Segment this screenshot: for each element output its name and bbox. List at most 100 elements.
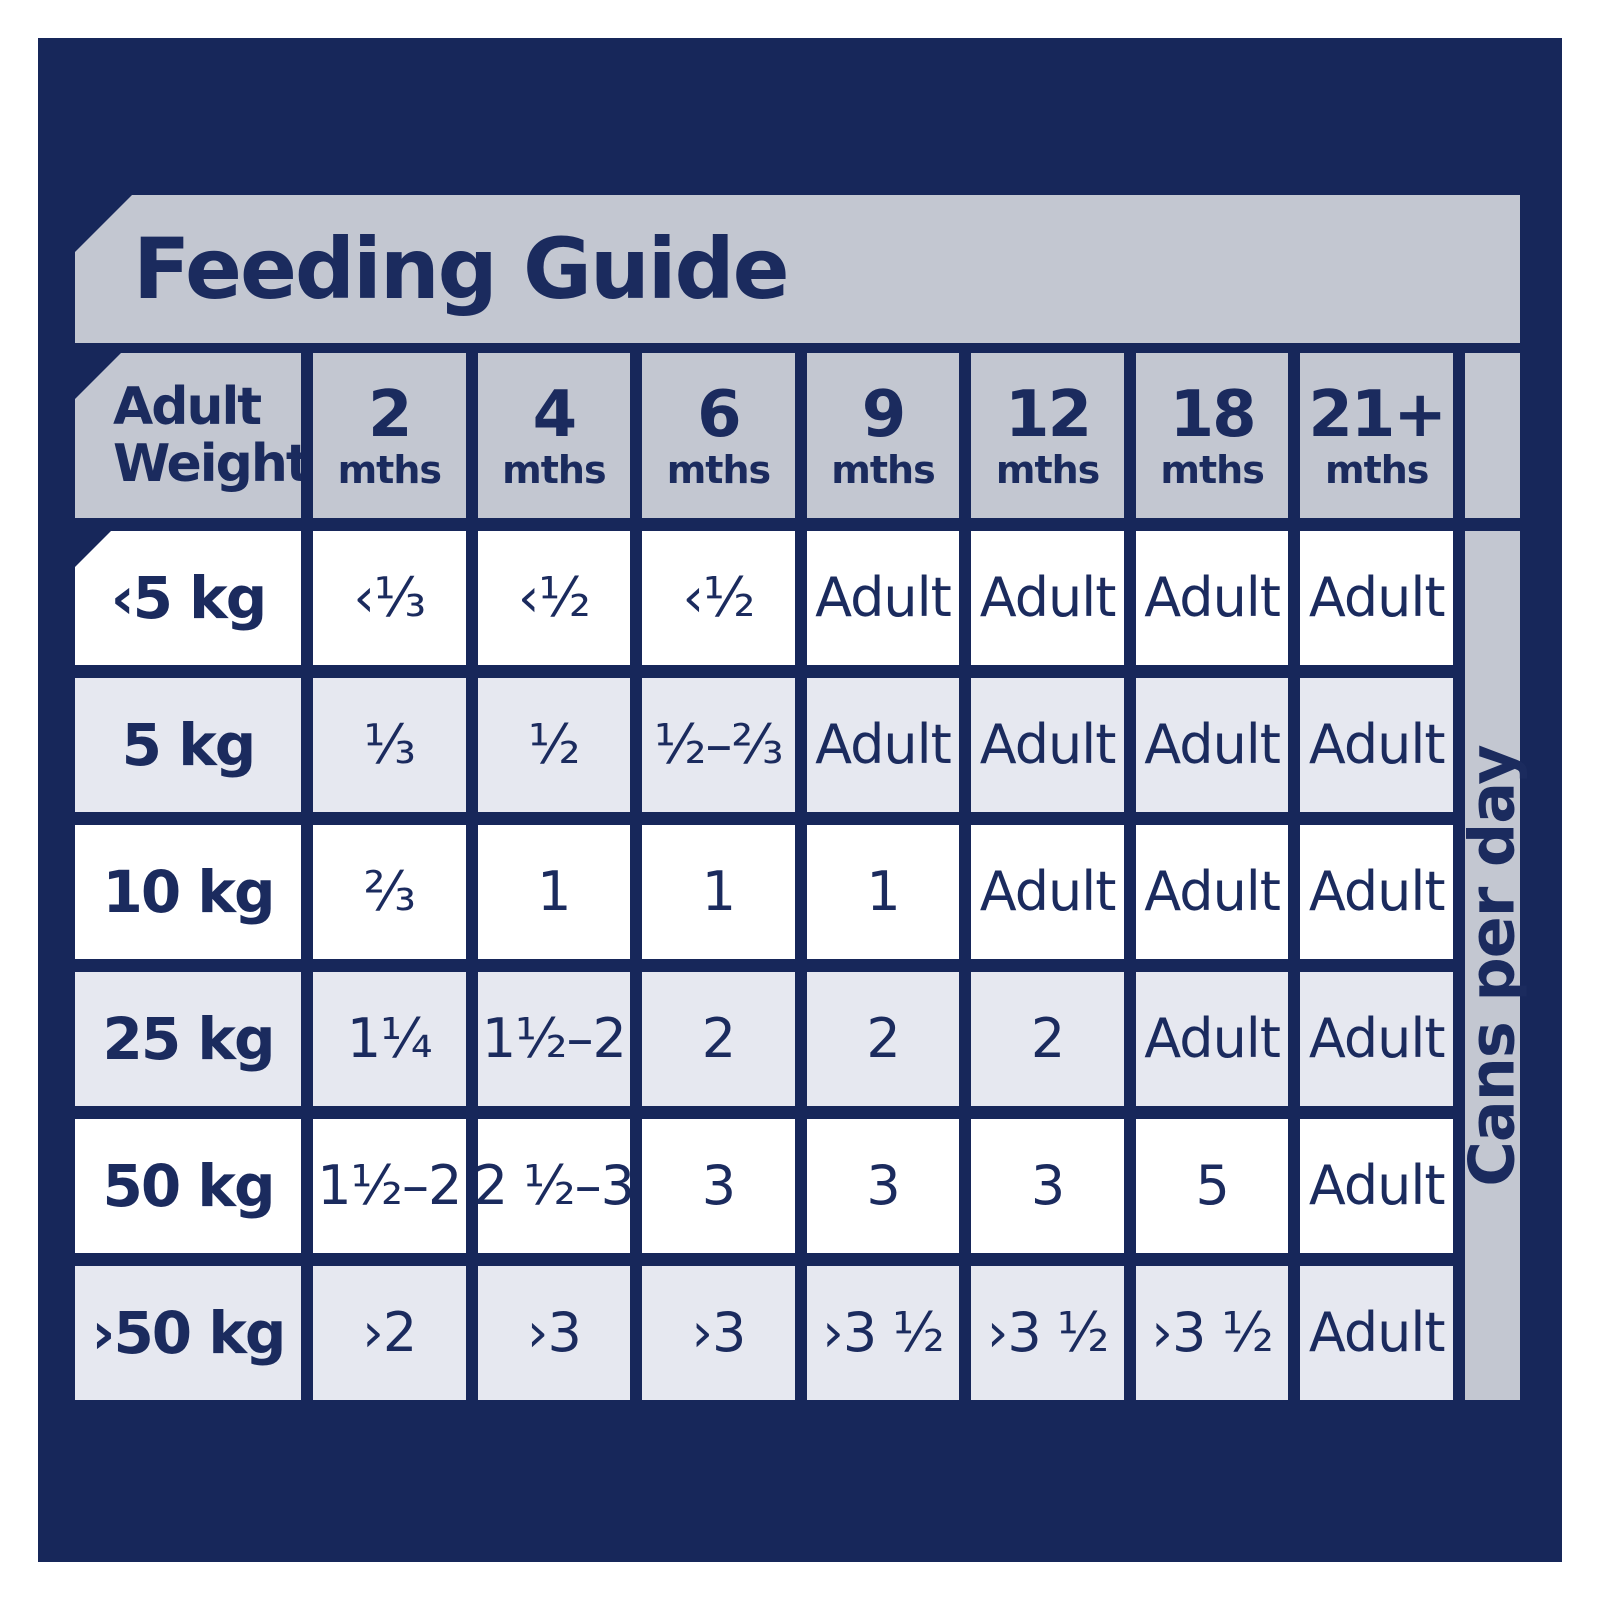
month-unit: mths [337, 447, 442, 492]
feeding-value: Adult [979, 860, 1117, 923]
feeding-value-cell: 2 [642, 972, 795, 1106]
column-header-adult-weight: Adult Weight [75, 353, 301, 518]
feeding-value-cell: 1½–2 [477, 972, 631, 1106]
feeding-value: 3 [701, 1154, 736, 1217]
feeding-value: ›3 ½ [1151, 1301, 1273, 1364]
feeding-value: Adult [815, 566, 952, 629]
feeding-value-cell: Adult [1135, 678, 1289, 812]
feeding-value-cell: Adult [971, 678, 1124, 812]
feeding-value-cell: 3 [806, 1119, 960, 1253]
month-number: 12 [1005, 377, 1092, 452]
weight-label: 50 kg [102, 1152, 276, 1220]
feeding-value-cell: ‹⅓ [313, 531, 466, 665]
feeding-value-cell: ‹½ [642, 531, 795, 665]
feeding-value-cell: ⅔ [313, 825, 466, 959]
feeding-value: Adult [1144, 860, 1281, 923]
feeding-value: 2 [701, 1007, 736, 1070]
feeding-value-cell: ‹½ [477, 531, 631, 665]
cans-per-day-strip: Cans per day [1456, 531, 1529, 1400]
feeding-value: 1 [701, 860, 736, 923]
feeding-value: ⅓ [363, 713, 416, 776]
feeding-value: Adult [1308, 713, 1446, 776]
feeding-value: 1½–2 [317, 1154, 462, 1217]
feeding-value-cell: 2 [806, 972, 960, 1106]
feeding-value-cell: Adult [806, 531, 960, 665]
feeding-value: ›2 [362, 1301, 417, 1364]
feeding-value-cell: Adult [1135, 825, 1289, 959]
column-header-21+-mths: 21+ mths [1300, 353, 1453, 518]
month-unit: mths [666, 447, 771, 492]
feeding-value-cell: 1½–2 [313, 1119, 466, 1253]
feeding-value-cell: ›3 [642, 1266, 795, 1400]
column-header-12-mths: 12 mths [971, 353, 1124, 518]
feeding-value: 1¼ [346, 1007, 433, 1070]
feeding-value: 2 ½–3 [477, 1154, 631, 1217]
weight-label: ›50 kg [91, 1299, 287, 1367]
cans-per-day-label: Cans per day [1455, 744, 1529, 1187]
feeding-value: Adult [1144, 1007, 1281, 1070]
feeding-guide-table: Adult Weight 2 mths 4 mths 6 mths 9 mths 12 mths 18 m… [75, 353, 1529, 1400]
month-unit: mths [1324, 447, 1429, 492]
feeding-value-cell: ›2 [313, 1266, 466, 1400]
feeding-value: ½ [528, 713, 580, 776]
feeding-value-cell: 1¼ [313, 972, 466, 1106]
feeding-value-cell: ›3 ½ [971, 1266, 1124, 1400]
column-header-9-mths: 9 mths [806, 353, 960, 518]
month-unit: mths [1160, 447, 1264, 492]
feeding-value-cell: 1 [642, 825, 795, 959]
feeding-value-cell: 3 [971, 1119, 1124, 1253]
cans-strip-header-spacer [1464, 353, 1520, 518]
weight-label: 25 kg [102, 1005, 276, 1073]
feeding-value: 3 [1030, 1154, 1065, 1217]
feeding-value-cell: Adult [1135, 531, 1289, 665]
feeding-value-cell: 3 [642, 1119, 795, 1253]
feeding-value: ‹½ [517, 566, 591, 629]
feeding-value: ›3 ½ [822, 1301, 944, 1364]
feeding-value: 2 [866, 1007, 900, 1070]
feeding-value-cell: Adult [1300, 678, 1453, 812]
column-header-6-mths: 6 mths [642, 353, 795, 518]
feeding-value-cell: Adult [1300, 531, 1453, 665]
feeding-value-cell: Adult [1135, 972, 1289, 1106]
feeding-value-cell: 2 ½–3 [477, 1119, 631, 1253]
feeding-value: 1 [866, 860, 900, 923]
feeding-value: 1½–2 [481, 1007, 627, 1070]
feeding-value-cell: 1 [806, 825, 960, 959]
feeding-value: ›3 [526, 1301, 582, 1364]
feeding-value: ›3 [691, 1301, 746, 1364]
weight-label: 5 kg [121, 711, 257, 779]
title-band: Feeding Guide [75, 195, 1520, 343]
feeding-value: 1 [537, 860, 571, 923]
feeding-value: 2 [1030, 1007, 1065, 1070]
month-number: 21+ [1308, 377, 1447, 452]
feeding-value-cell: ›3 ½ [1135, 1266, 1289, 1400]
row-header-weight: ›50 kg [75, 1266, 301, 1400]
feeding-value-cell: ›3 [477, 1266, 631, 1400]
feeding-value: ½–⅔ [654, 713, 784, 776]
month-number: 2 [368, 377, 413, 452]
column-header-18-mths: 18 mths [1135, 353, 1289, 518]
feeding-value-cell: 2 [971, 972, 1124, 1106]
feeding-value: 5 [1195, 1154, 1229, 1217]
month-number: 9 [861, 377, 907, 452]
row-header-weight: 10 kg [75, 825, 301, 959]
feeding-value-cell: 1 [477, 825, 631, 959]
adult-weight-line2: Weight [113, 433, 301, 494]
month-unit: mths [831, 447, 935, 492]
page-title: Feeding Guide [133, 220, 790, 318]
row-header-weight: 5 kg [75, 678, 301, 812]
feeding-value: Adult [1308, 1154, 1446, 1217]
feeding-value-cell: Adult [971, 531, 1124, 665]
feeding-value-cell: Adult [971, 825, 1124, 959]
column-header-2-mths: 2 mths [313, 353, 466, 518]
feeding-value-cell: Adult [1300, 1266, 1453, 1400]
feeding-value: Adult [1144, 566, 1281, 629]
feeding-value: Adult [979, 566, 1117, 629]
month-unit: mths [995, 447, 1100, 492]
weight-label: ‹5 kg [110, 564, 268, 632]
feeding-value: 3 [866, 1154, 900, 1217]
feeding-value-cell: Adult [1300, 972, 1453, 1106]
month-number: 4 [532, 377, 578, 452]
adult-weight-line1: Adult [113, 377, 262, 438]
